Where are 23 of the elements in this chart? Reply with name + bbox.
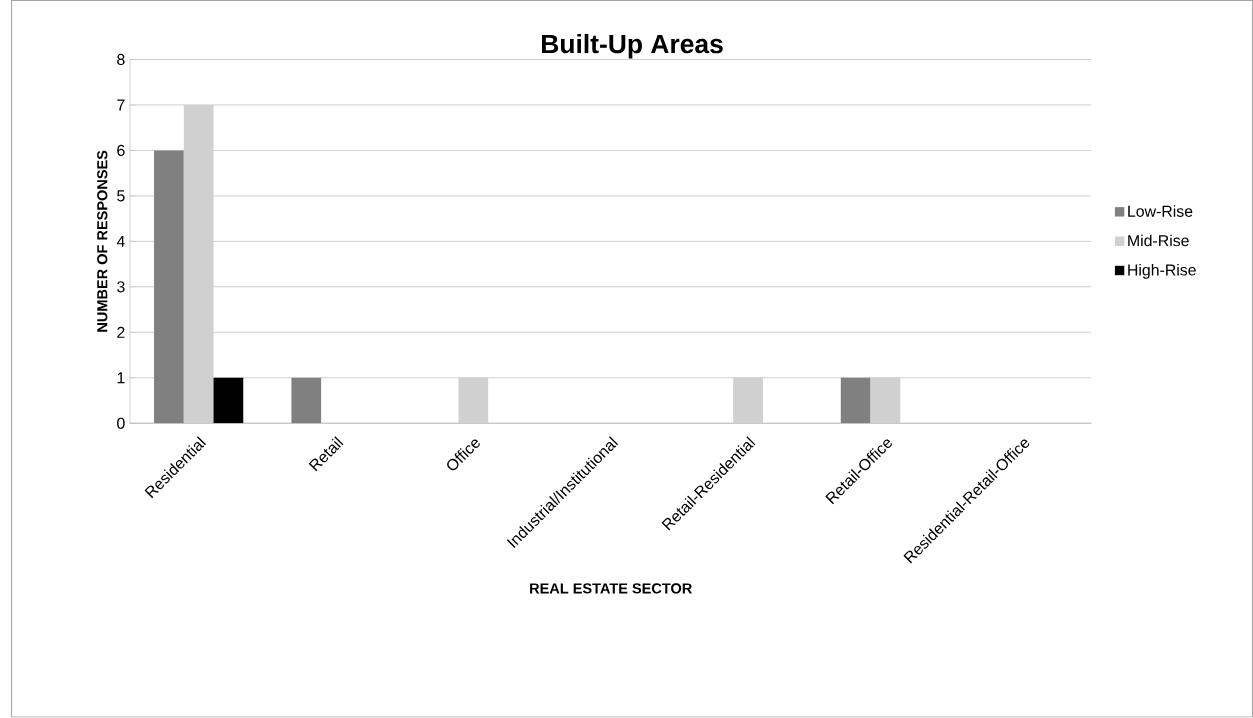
y-axis-title: NUMBER OF RESPONSES (97, 150, 108, 332)
bar (840, 377, 871, 424)
y-tick-label: 6 (117, 144, 125, 157)
y-tick-label: 5 (117, 190, 125, 202)
y-tick-label: 1 (117, 372, 125, 384)
y-tick-label: 0 (117, 417, 125, 430)
bar (291, 377, 322, 424)
bar (458, 377, 489, 424)
bar (213, 377, 244, 424)
legend-label: Mid-Rise (1128, 234, 1189, 247)
y-tick-label: 3 (117, 281, 125, 293)
legend-label: Low-Rise (1128, 205, 1193, 218)
y-tick-label: 4 (116, 236, 125, 247)
x-axis-title: REAL ESTATE SECTOR (530, 583, 692, 594)
chart-title: Built-Up Areas (542, 34, 723, 59)
bar (154, 150, 184, 424)
y-tick-label: 8 (117, 54, 125, 66)
bar (870, 377, 901, 424)
y-tick-label: 7 (117, 99, 125, 111)
bar (183, 105, 214, 424)
bar (733, 377, 763, 424)
y-tick-label: 2 (117, 326, 125, 339)
legend-label: High-Rise (1128, 264, 1196, 279)
